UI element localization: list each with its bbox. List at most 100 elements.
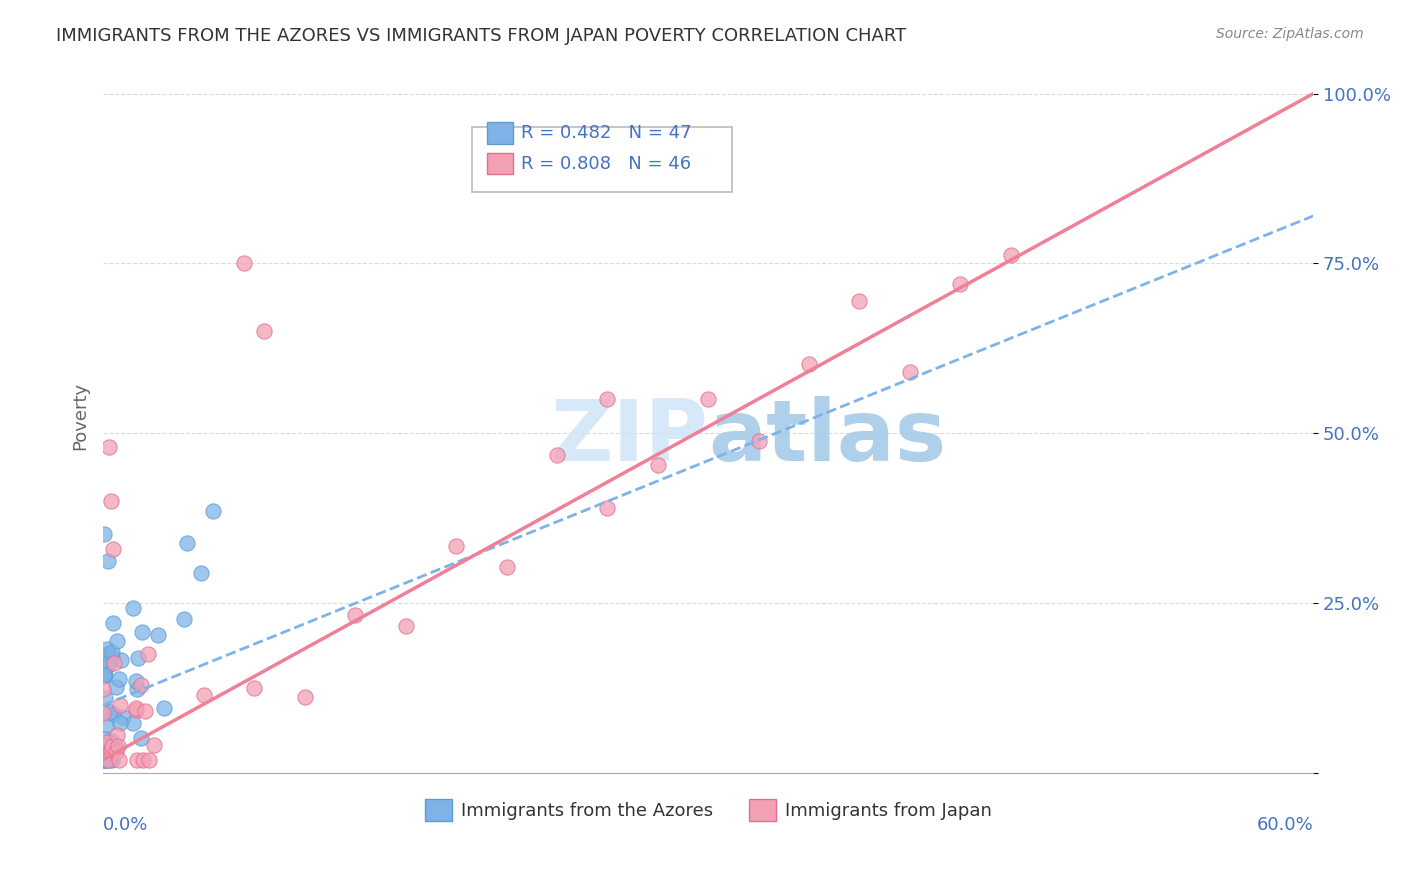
Point <box>131 731 153 745</box>
Point <box>127 651 149 665</box>
Point <box>105 634 128 648</box>
Point <box>101 753 124 767</box>
Point <box>94 753 117 767</box>
Point <box>647 458 669 472</box>
Point <box>176 536 198 550</box>
Point <box>134 704 156 718</box>
Point <box>91 681 114 696</box>
Point <box>97 753 120 767</box>
Point <box>93 527 115 541</box>
Point <box>96 647 118 661</box>
Point <box>98 746 121 760</box>
Point <box>202 504 225 518</box>
Point <box>173 612 195 626</box>
Point <box>395 619 418 633</box>
Point <box>103 541 125 556</box>
Text: 0.0%: 0.0% <box>103 816 149 834</box>
Point <box>98 657 121 672</box>
Point <box>94 660 117 674</box>
Point <box>127 681 149 696</box>
Point <box>125 701 148 715</box>
Point <box>96 735 118 749</box>
Point <box>96 642 118 657</box>
Point <box>103 656 125 670</box>
FancyBboxPatch shape <box>486 122 513 144</box>
Point <box>848 293 870 308</box>
Point <box>93 668 115 682</box>
Point <box>101 649 124 664</box>
Point <box>101 706 124 721</box>
Point <box>96 717 118 731</box>
Point <box>98 440 121 454</box>
Point <box>97 753 120 767</box>
Point <box>122 600 145 615</box>
Point <box>253 325 276 339</box>
Point <box>104 740 127 755</box>
Point <box>190 566 212 581</box>
Point <box>108 698 131 712</box>
Point <box>105 728 128 742</box>
Text: R = 0.808   N = 46: R = 0.808 N = 46 <box>520 155 690 173</box>
Point <box>138 753 160 767</box>
Point <box>97 553 120 567</box>
Point <box>101 739 124 753</box>
Point <box>142 738 165 752</box>
Point <box>495 559 517 574</box>
Point <box>1000 247 1022 261</box>
Point <box>100 705 122 719</box>
Point <box>112 710 135 724</box>
Point <box>94 690 117 705</box>
Point <box>233 256 256 270</box>
Point <box>100 734 122 748</box>
Point <box>129 678 152 692</box>
Point <box>697 392 720 406</box>
Y-axis label: Poverty: Poverty <box>72 383 89 450</box>
Point <box>101 616 124 631</box>
Point <box>596 500 619 515</box>
Point <box>146 628 169 642</box>
Point <box>93 669 115 683</box>
Text: 60.0%: 60.0% <box>1257 816 1313 834</box>
Point <box>105 745 128 759</box>
Point <box>107 753 129 767</box>
Point <box>153 700 176 714</box>
Point <box>107 672 129 686</box>
Text: atlas: atlas <box>709 396 946 479</box>
Point <box>107 739 129 754</box>
Point <box>97 746 120 760</box>
Point <box>243 681 266 696</box>
Point <box>127 753 149 767</box>
Point <box>108 715 131 730</box>
FancyBboxPatch shape <box>486 153 513 175</box>
Legend: Immigrants from the Azores, Immigrants from Japan: Immigrants from the Azores, Immigrants f… <box>418 792 1000 829</box>
Point <box>125 673 148 688</box>
Text: Source: ZipAtlas.com: Source: ZipAtlas.com <box>1216 27 1364 41</box>
Point <box>97 753 120 767</box>
Point <box>100 494 122 508</box>
Point <box>344 607 367 622</box>
Point <box>294 690 316 704</box>
Point <box>898 366 921 380</box>
Point <box>94 753 117 767</box>
Point <box>546 449 568 463</box>
Point <box>748 434 770 449</box>
Point <box>444 540 467 554</box>
Text: ZIP: ZIP <box>551 396 709 479</box>
Point <box>94 667 117 681</box>
Point <box>91 706 114 721</box>
Point <box>596 392 619 407</box>
Point <box>110 653 132 667</box>
Point <box>797 358 820 372</box>
Point <box>105 680 128 694</box>
Text: IMMIGRANTS FROM THE AZORES VS IMMIGRANTS FROM JAPAN POVERTY CORRELATION CHART: IMMIGRANTS FROM THE AZORES VS IMMIGRANTS… <box>56 27 907 45</box>
Point <box>193 688 215 702</box>
Point <box>949 277 972 292</box>
Point <box>131 625 153 640</box>
Point <box>100 742 122 756</box>
Point <box>101 645 124 659</box>
Point <box>94 753 117 767</box>
Point <box>93 731 115 746</box>
Point <box>94 739 117 753</box>
FancyBboxPatch shape <box>472 128 733 192</box>
Point <box>91 753 114 767</box>
